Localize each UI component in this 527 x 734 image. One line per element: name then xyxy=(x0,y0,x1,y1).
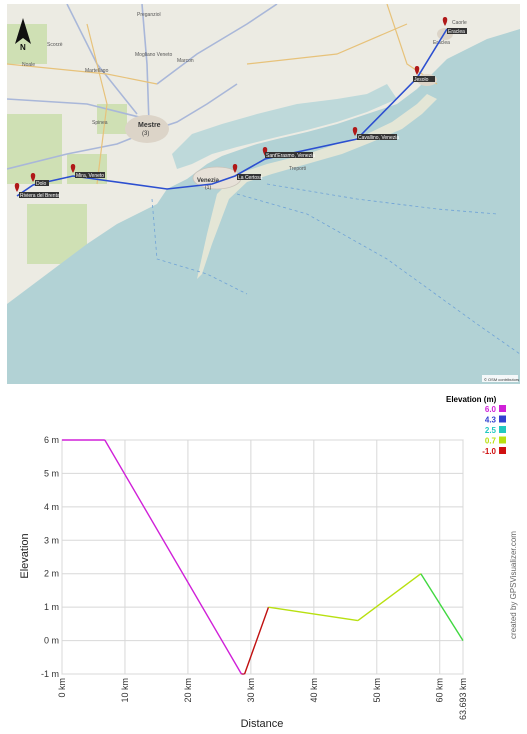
elevation-legend: Elevation (m) 6.0 4.32.5 0.7-1.0 xyxy=(446,395,506,456)
waypoint-label: Cavallino, Venezia xyxy=(358,135,399,141)
lagoon-area xyxy=(172,84,397,169)
sea-area-west xyxy=(7,204,157,384)
svg-text:Treporti: Treporti xyxy=(289,166,306,172)
svg-text:Caorle: Caorle xyxy=(452,20,467,26)
svg-text:Eraclea: Eraclea xyxy=(433,40,450,46)
svg-text:Marcon: Marcon xyxy=(177,58,194,64)
credit-text: created by GPSVisualizer.com xyxy=(509,531,518,639)
waypoint-label: Dolo xyxy=(36,181,47,187)
waypoint[interactable]: Riviera del Brenta xyxy=(14,183,60,199)
elevation-segment xyxy=(268,606,359,622)
legend-value: 2.5 xyxy=(485,426,497,435)
svg-text:Spinea: Spinea xyxy=(92,120,108,126)
legend-swatch xyxy=(499,436,506,444)
map-attribution: © OSM contributors xyxy=(484,377,519,382)
city-sub-venezia: (1) xyxy=(205,185,211,191)
legend-value: 6.0 xyxy=(485,405,497,414)
waypoint-label: Riviera del Brenta xyxy=(20,193,60,199)
elevation-segment xyxy=(104,439,243,675)
town-labels: Preganziol Mogliano Veneto Marcon Scorzè… xyxy=(22,12,467,172)
waypoint-label: Sant'Erasmo, Venezia xyxy=(266,153,315,159)
north-label: N xyxy=(20,43,26,52)
legend-swatch xyxy=(499,415,506,423)
chart-ticks: -1 m 0 m 1 m 2 m 3 m 4 m 5 m 6 m 0 km 10 km 20 km 3… xyxy=(41,435,468,720)
y-tick-label: 2 m xyxy=(44,569,59,579)
y-tick-label: -1 m xyxy=(41,669,59,679)
y-tick-label: 0 m xyxy=(44,636,59,646)
waypoint[interactable]: Eraclea xyxy=(442,17,467,35)
elevation-series xyxy=(62,439,464,675)
x-tick-label: 10 km xyxy=(120,678,130,703)
waypoint-pin-icon xyxy=(442,17,448,26)
svg-text:Martellago: Martellago xyxy=(85,68,109,74)
waypoint[interactable]: La Certosa xyxy=(232,164,263,181)
waypoint-pin-icon xyxy=(14,183,20,192)
elevation-profile-chart: -1 m 0 m 1 m 2 m 3 m 4 m 5 m 6 m 0 km 10 km 20 km 3… xyxy=(19,395,518,730)
x-tick-label: 63.693 km xyxy=(458,678,468,720)
x-tick-label: 40 km xyxy=(309,678,319,703)
x-tick-label: 0 km xyxy=(57,678,67,698)
waypoint-pin-icon xyxy=(232,164,238,173)
lido-island xyxy=(197,94,437,279)
y-tick-label: 1 m xyxy=(44,602,59,612)
legend-swatch xyxy=(499,447,506,454)
svg-text:Noale: Noale xyxy=(22,62,35,68)
route-map[interactable]: Preganziol Mogliano Veneto Marcon Scorzè… xyxy=(7,4,520,384)
y-tick-label: 4 m xyxy=(44,502,59,512)
y-axis-title: Elevation xyxy=(19,533,31,578)
waypoint-pin-icon xyxy=(30,173,36,182)
waypoint[interactable]: Cavallino, Venezia xyxy=(352,127,400,141)
y-tick-label: 6 m xyxy=(44,435,59,445)
sea-area xyxy=(157,29,520,384)
waypoint-pin-icon xyxy=(414,66,420,75)
elevation-segment xyxy=(357,573,422,622)
waypoint-pin-icon xyxy=(70,164,76,173)
waypoint[interactable]: Jesolo xyxy=(413,66,435,83)
legend-value: -1.0 xyxy=(482,447,496,456)
waypoint-label: La Certosa xyxy=(238,175,263,181)
svg-text:Scorzè: Scorzè xyxy=(47,42,63,48)
north-arrow-icon: N xyxy=(15,18,31,52)
y-tick-label: 3 m xyxy=(44,535,59,545)
shipping-lanes xyxy=(151,183,520,355)
waypoint[interactable]: Sant'Erasmo, Venezia xyxy=(262,147,316,159)
elevation-segment xyxy=(243,606,270,675)
chart-grid xyxy=(61,439,464,675)
elevation-segment xyxy=(420,573,464,641)
legend-value: 0.7 xyxy=(485,437,497,446)
waypoint[interactable]: Mira, Veneto xyxy=(70,164,105,179)
waypoint-label: Eraclea xyxy=(448,29,465,35)
city-label-venezia: Venezia xyxy=(197,178,220,184)
svg-text:Preganziol: Preganziol xyxy=(137,12,161,18)
x-tick-label: 20 km xyxy=(183,678,193,703)
legend-swatch xyxy=(499,426,506,433)
x-tick-label: 50 km xyxy=(372,678,382,703)
waypoint-label: Mira, Veneto xyxy=(76,173,104,179)
x-axis-title: Distance xyxy=(241,718,284,730)
city-sub-mestre: (3) xyxy=(142,131,149,137)
waypoint-label: Jesolo xyxy=(414,77,429,83)
city-label-mestre: Mestre xyxy=(138,122,161,129)
plot-frame xyxy=(61,439,464,675)
waypoint-pin-icon xyxy=(352,127,358,136)
legend-value: 4.3 xyxy=(485,416,497,425)
waypoint[interactable]: Dolo xyxy=(30,173,49,187)
legend-title: Elevation (m) xyxy=(446,395,497,404)
x-tick-label: 60 km xyxy=(435,678,445,703)
route-line xyxy=(16,28,448,197)
legend-swatch xyxy=(499,405,506,412)
svg-text:Mogliano Veneto: Mogliano Veneto xyxy=(135,52,172,58)
y-tick-label: 5 m xyxy=(44,468,59,478)
x-tick-label: 30 km xyxy=(246,678,256,703)
